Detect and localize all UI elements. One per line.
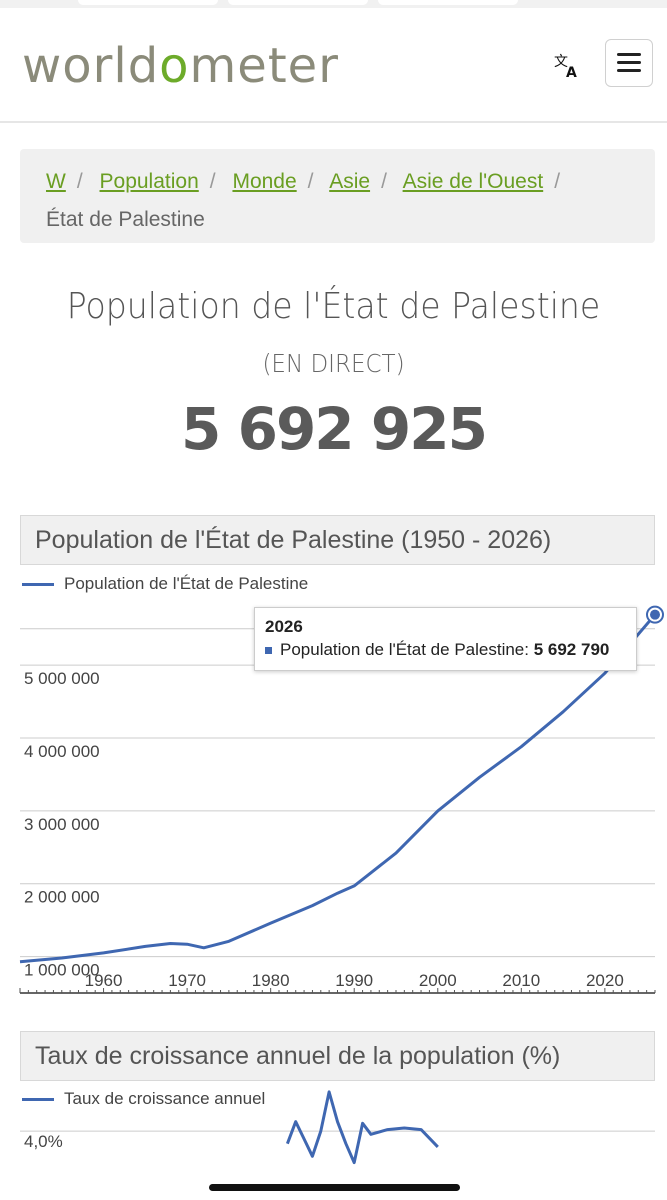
- menu-bar: [617, 53, 641, 56]
- browser-tab[interactable]: [228, 0, 368, 5]
- breadcrumb-separator: /: [381, 170, 387, 193]
- tooltip-value: 5 692 790: [533, 640, 610, 659]
- y-tick-label: 4 000 000: [24, 742, 100, 761]
- tooltip-year: 2026: [265, 617, 303, 636]
- breadcrumb-separator: /: [307, 170, 314, 193]
- home-indicator: [209, 1184, 460, 1191]
- translate-icon[interactable]: 文 A: [553, 52, 581, 80]
- site-logo[interactable]: worldometer: [22, 38, 339, 94]
- chart-tooltip: 2026 Population de l'État de Palestine: …: [254, 607, 637, 671]
- breadcrumb-link-asie-ouest[interactable]: Asie de l'Ouest: [402, 170, 544, 193]
- menu-bar: [617, 61, 641, 64]
- legend-swatch: [22, 1098, 54, 1102]
- x-tick-label: 2010: [502, 971, 540, 990]
- browser-tab[interactable]: [378, 0, 518, 5]
- hamburger-menu-button[interactable]: [605, 39, 653, 87]
- tooltip-label: Population de l'État de Palestine:: [280, 640, 529, 659]
- y-tick-label: 1 000 000: [24, 961, 100, 980]
- breadcrumb: W / Population / Monde / Asie / Asie de l'Ou…: [20, 149, 655, 243]
- svg-text:A: A: [566, 65, 577, 80]
- site-header: worldometer 文 A: [0, 8, 667, 123]
- x-tick-label: 2020: [586, 971, 624, 990]
- breadcrumb-link-population[interactable]: Population: [99, 170, 199, 193]
- y-tick-label: 3 000 000: [24, 815, 100, 834]
- growth-chart-title: Taux de croissance annuel de la populati…: [20, 1031, 655, 1081]
- x-tick-label: 1990: [335, 971, 373, 990]
- population-chart-legend: Population de l'État de Palestine: [22, 574, 308, 594]
- y-tick-label: 2 000 000: [24, 888, 100, 907]
- x-tick-label: 2000: [419, 971, 457, 990]
- population-counter: 5 692 925: [181, 395, 488, 463]
- tooltip-swatch: [265, 647, 272, 655]
- y-tick-label: 5 000 000: [24, 669, 100, 688]
- x-tick-label: 1980: [252, 971, 290, 990]
- growth-chart-legend: Taux de croissance annuel: [22, 1089, 265, 1109]
- live-label: (EN DIRECT): [262, 349, 405, 378]
- growth-chart[interactable]: 4,0%: [0, 1080, 667, 1200]
- y-tick-label: 4,0%: [24, 1132, 63, 1151]
- browser-tab-strip: [0, 0, 667, 8]
- breadcrumb-link-w[interactable]: W: [46, 170, 66, 193]
- breadcrumb-link-asie[interactable]: Asie: [329, 170, 371, 193]
- population-series-line: [19, 613, 657, 964]
- menu-bar: [617, 69, 641, 72]
- page-title-text: Population de l'État de Palestine: [66, 286, 601, 327]
- legend-label: Population de l'État de Palestine: [64, 574, 309, 593]
- x-tick-label: 1960: [85, 971, 123, 990]
- x-tick-label: 1970: [168, 971, 206, 990]
- legend-label: Taux de croissance annuel: [64, 1089, 266, 1108]
- page-title: Population de l'État de Palestine (EN DI…: [63, 280, 603, 391]
- highlight-point[interactable]: [650, 609, 660, 620]
- breadcrumb-separator: /: [76, 170, 83, 193]
- breadcrumb-separator: /: [554, 170, 561, 193]
- breadcrumb-separator: /: [209, 170, 216, 193]
- growth-series-line: [285, 1090, 439, 1165]
- svg-text:文: 文: [554, 54, 568, 70]
- browser-tab[interactable]: [78, 0, 218, 5]
- population-chart-title: Population de l'État de Palestine (1950 …: [20, 515, 655, 565]
- legend-swatch: [22, 583, 54, 587]
- breadcrumb-link-monde[interactable]: Monde: [232, 170, 297, 193]
- breadcrumb-current: État de Palestine: [46, 208, 205, 231]
